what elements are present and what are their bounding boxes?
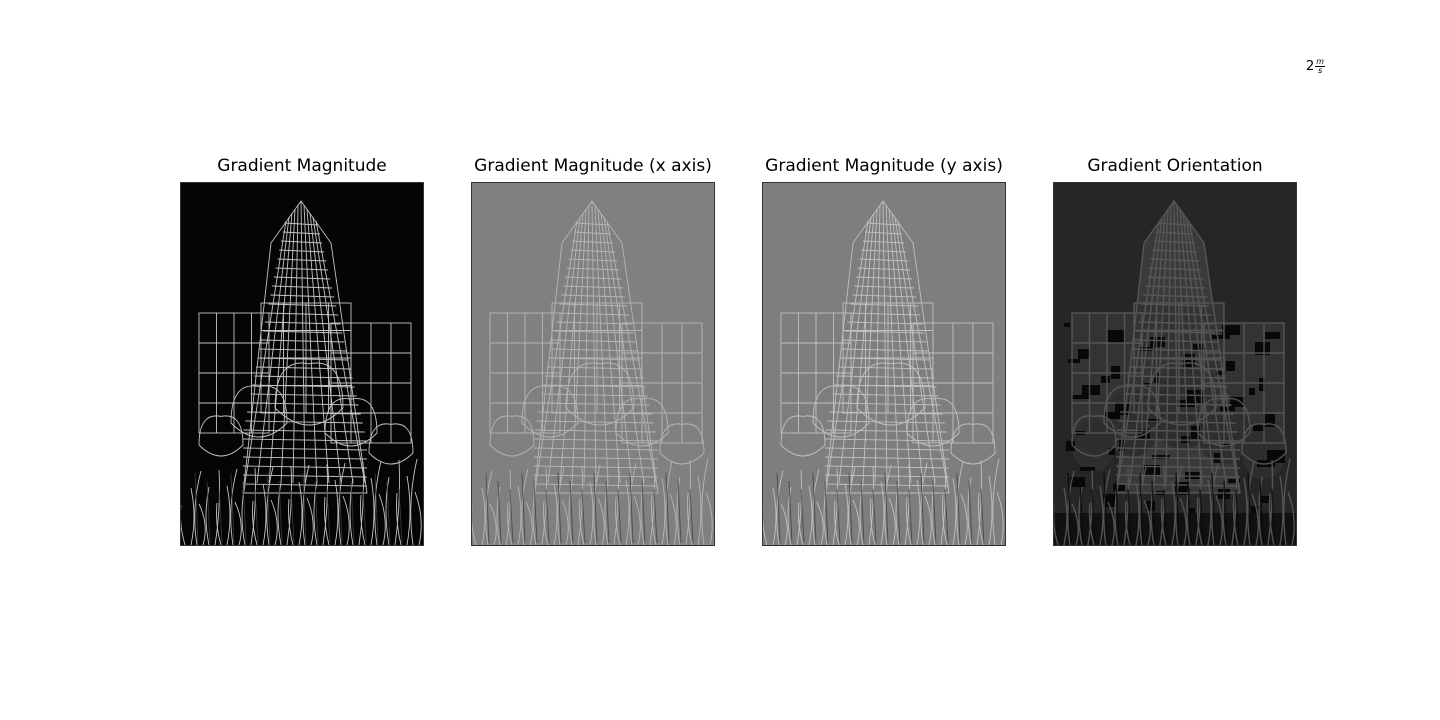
panel-title: Gradient Magnitude (y axis) xyxy=(765,156,1003,176)
corner-unit-label: 2 m s xyxy=(1306,57,1326,75)
corner-label-base: 2 xyxy=(1306,59,1315,74)
panel-title: Gradient Magnitude xyxy=(217,156,387,176)
gradient-y-image xyxy=(762,182,1006,546)
corner-label-denominator: s xyxy=(1318,66,1323,75)
corner-label-fraction: m s xyxy=(1315,57,1326,75)
corner-label-numerator: m xyxy=(1315,57,1326,67)
gradient-x-image xyxy=(471,182,715,546)
gradient-orientation-image xyxy=(1053,182,1297,546)
gradient-magnitude-image xyxy=(180,182,424,546)
panel-title: Gradient Magnitude (x axis) xyxy=(474,156,712,176)
panel-title: Gradient Orientation xyxy=(1087,156,1263,176)
